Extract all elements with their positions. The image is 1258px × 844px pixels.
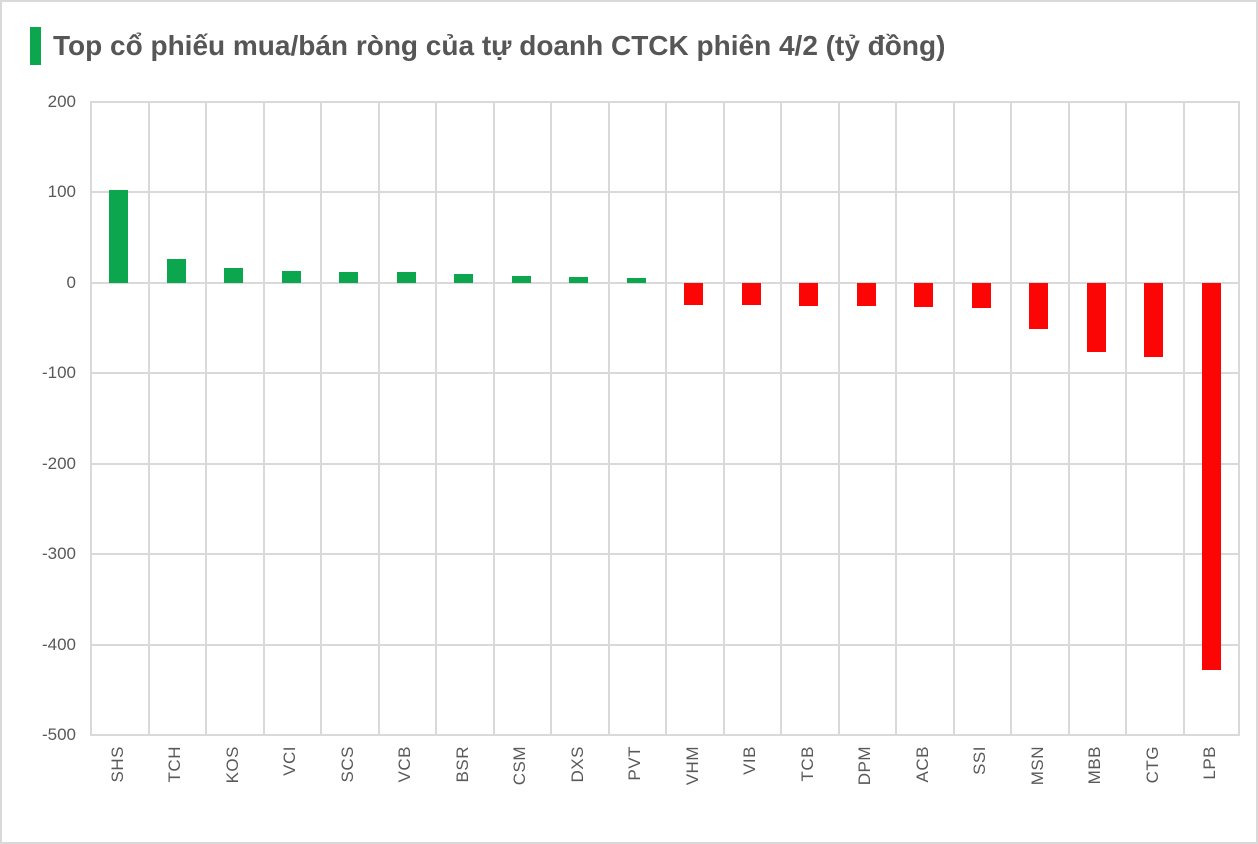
x-tick-label-mbb: MBB <box>1085 746 1105 785</box>
v-gridline-16 <box>1010 102 1012 735</box>
bar-msn <box>1029 282 1048 329</box>
x-tick-label-bsr: BSR <box>452 746 472 783</box>
x-tick-label-vci: VCI <box>280 746 300 776</box>
y-tick-label--500: -500 <box>41 725 76 744</box>
v-gridline-10 <box>665 102 667 735</box>
v-gridline-9 <box>608 102 610 735</box>
bar-mbb <box>1087 282 1106 353</box>
bar-dxs <box>569 277 588 283</box>
v-gridline-4 <box>320 102 322 735</box>
v-gridline-19 <box>1183 102 1185 735</box>
y-tick-label-100: 100 <box>47 182 76 202</box>
v-gridline-17 <box>1068 102 1070 735</box>
y-tick-label--200: -200 <box>41 453 76 473</box>
v-gridline-11 <box>723 102 725 735</box>
v-gridline-15 <box>953 102 955 735</box>
x-tick-label-lpb: LPB <box>1200 746 1220 780</box>
bar-bsr <box>454 273 473 283</box>
x-tick-label-dxs: DXS <box>567 746 587 783</box>
bar-vcb <box>397 272 416 283</box>
bar-tcb <box>799 282 818 307</box>
v-gridline-7 <box>493 102 495 735</box>
plot-area <box>90 101 1240 736</box>
bar-pvt <box>627 278 646 283</box>
v-gridline-2 <box>205 102 207 735</box>
x-tick-label-dpm: DPM <box>855 746 875 786</box>
x-tick-label-tch: TCH <box>165 746 185 783</box>
chart-title: Top cổ phiếu mua/bán ròng của tự doanh C… <box>53 30 946 61</box>
x-tick-label-pvt: PVT <box>625 746 645 781</box>
bar-ctg <box>1144 282 1163 357</box>
x-tick-label-ctg: CTG <box>1142 746 1162 784</box>
x-tick-label-shs: SHS <box>107 746 127 783</box>
x-tick-label-scs: SCS <box>337 746 357 783</box>
x-tick-label-vib: VIB <box>740 746 760 775</box>
bar-ssi <box>972 282 991 309</box>
x-tick-label-kos: KOS <box>222 746 242 784</box>
x-tick-label-csm: CSM <box>510 746 530 786</box>
y-tick-label--100: -100 <box>41 363 76 383</box>
bar-dpm <box>857 282 876 307</box>
x-tick-label-vcb: VCB <box>395 746 415 783</box>
y-tick-label-0: 0 <box>66 272 76 292</box>
title-accent-bar <box>30 27 41 65</box>
bar-scs <box>339 272 358 283</box>
y-tick-label--300: -300 <box>41 544 76 564</box>
v-gridline-0 <box>90 102 92 735</box>
y-tick-label-200: 200 <box>47 92 76 111</box>
x-tick-label-vhm: VHM <box>682 746 702 786</box>
x-tick-label-ssi: SSI <box>970 746 990 775</box>
bar-vib <box>742 282 761 306</box>
v-gridline-1 <box>148 102 150 735</box>
x-tick-label-acb: ACB <box>912 746 932 783</box>
h-gridline--500 <box>90 734 1240 736</box>
x-tick-label-tcb: TCB <box>797 746 817 782</box>
x-tick-label-msn: MSN <box>1027 746 1047 786</box>
v-gridline-13 <box>838 102 840 735</box>
bar-lpb <box>1202 282 1221 670</box>
v-gridline-6 <box>435 102 437 735</box>
bar-vhm <box>684 282 703 305</box>
bar-tch <box>167 259 186 283</box>
v-gridline-5 <box>378 102 380 735</box>
bar-vci <box>282 271 301 283</box>
y-tick-label--400: -400 <box>41 634 76 654</box>
v-gridline-3 <box>263 102 265 735</box>
v-gridline-12 <box>780 102 782 735</box>
v-gridline-18 <box>1125 102 1127 735</box>
bar-csm <box>512 275 531 283</box>
v-gridline-20 <box>1238 102 1240 735</box>
v-gridline-14 <box>895 102 897 735</box>
bar-acb <box>914 282 933 308</box>
bar-shs <box>109 189 128 283</box>
bar-kos <box>224 268 243 283</box>
chart-header: Top cổ phiếu mua/bán ròng của tự doanh C… <box>30 26 945 66</box>
v-gridline-8 <box>550 102 552 735</box>
